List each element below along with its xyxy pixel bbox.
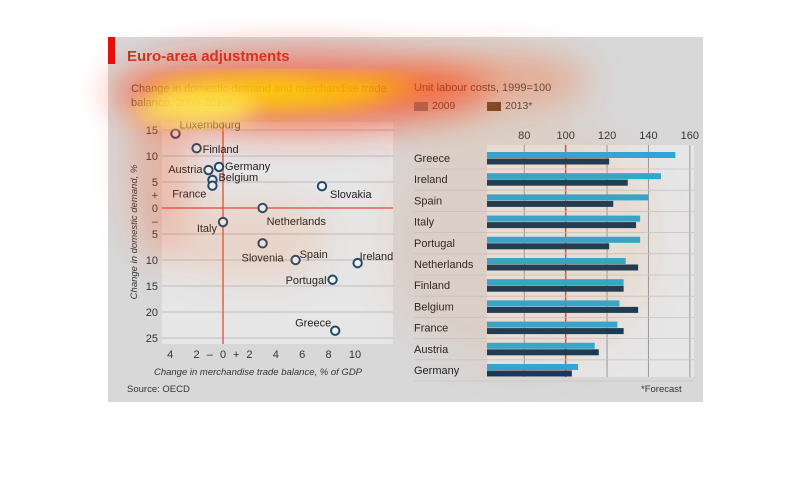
y-tick-label: 25 [146, 333, 158, 345]
point-greece [330, 325, 341, 336]
bar-2009-greece [487, 152, 676, 158]
category-label-greece: Greece [414, 153, 450, 165]
category-label-france: France [414, 323, 448, 335]
x-tick-label: 8 [326, 349, 332, 361]
y-tick-label: 15 [146, 281, 158, 293]
bar-2013-greece [487, 158, 610, 165]
point-label-germany: Germany [225, 161, 271, 173]
category-label-germany: Germany [414, 365, 460, 377]
point-germany [213, 161, 225, 173]
x-tick-label: 0 [220, 349, 226, 361]
point-label-slovakia: Slovakia [330, 189, 372, 201]
x-tick-label: + [233, 349, 239, 361]
x-tick-label: 10 [349, 349, 361, 361]
x-tick-label: 2 [194, 349, 200, 361]
bar-2013-netherlands [487, 264, 639, 271]
category-label-austria: Austria [414, 344, 449, 356]
point-austria [203, 164, 214, 176]
category-label-netherlands: Netherlands [414, 259, 474, 271]
bar-2009-netherlands [487, 258, 626, 264]
source-note: Source: OECD [127, 384, 190, 395]
category-label-belgium: Belgium [414, 301, 454, 313]
bar-x-tick-label: 160 [681, 130, 699, 142]
brand-accent-bar [108, 37, 115, 64]
point-finland [191, 143, 202, 154]
category-label-ireland: Ireland [414, 174, 448, 186]
forecast-note: *Forecast [641, 384, 682, 395]
bar-2009-italy [487, 215, 641, 222]
point-label-belgium: Belgium [218, 172, 258, 184]
bar-2009-finland [487, 279, 624, 286]
point-slovakia [316, 180, 328, 192]
legend-swatch-2013 [487, 101, 501, 111]
bar-x-tick-label: 100 [556, 130, 574, 142]
bar-x-tick-label: 80 [518, 130, 530, 142]
bar-x-tick-label: 120 [598, 130, 616, 142]
bar-2009-belgium [487, 300, 620, 307]
category-label-spain: Spain [414, 195, 442, 207]
bar-2013-france [487, 328, 624, 335]
bar-2013-italy [487, 222, 637, 229]
point-label-finland: Finland [203, 144, 239, 156]
bar-2013-portugal [487, 243, 610, 250]
bar-2009-france [487, 321, 618, 328]
x-tick-label: 4 [273, 349, 279, 361]
bar-2009-spain [487, 194, 649, 201]
bar-x-tick-label: 140 [639, 130, 657, 142]
bar-2009-austria [487, 342, 595, 349]
bar-2013-spain [487, 200, 614, 207]
x-tick-label: 4 [167, 349, 173, 361]
bar-2013-finland [487, 285, 624, 292]
bar-2013-ireland [487, 179, 628, 186]
bar-2009-portugal [487, 236, 641, 243]
bar-2009-ireland [487, 173, 661, 180]
category-label-finland: Finland [414, 280, 450, 292]
category-label-italy: Italy [414, 217, 435, 229]
bar-2009-germany [487, 364, 579, 370]
bar-2013-germany [487, 370, 572, 377]
category-label-portugal: Portugal [414, 238, 455, 250]
bar-2013-belgium [487, 306, 639, 313]
y-tick-label: 20 [146, 307, 158, 319]
x-axis-label: Change in merchandise trade balance, % o… [154, 367, 363, 378]
x-tick-label: 6 [299, 349, 305, 361]
x-tick-label: 2 [246, 349, 252, 361]
x-tick-label: – [207, 349, 214, 361]
point-france [207, 180, 218, 191]
point-ireland [352, 257, 363, 269]
bar-2013-austria [487, 349, 599, 356]
point-label-greece: Greece [295, 318, 331, 330]
